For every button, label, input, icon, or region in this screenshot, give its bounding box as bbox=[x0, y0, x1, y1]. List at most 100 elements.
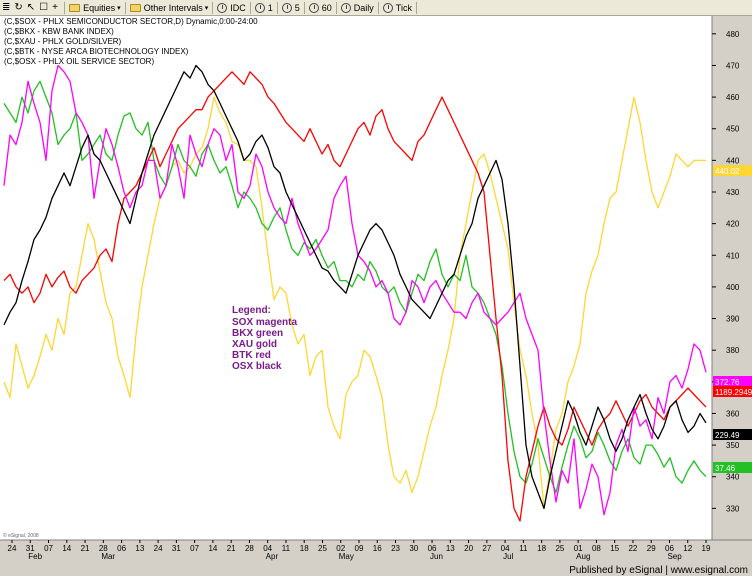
time-tick-label: 12 bbox=[683, 544, 692, 553]
month-label: Sep bbox=[667, 552, 682, 561]
interval-daily[interactable]: Daily bbox=[339, 1, 376, 15]
price-tick-label: 460 bbox=[726, 93, 740, 102]
caret-down-icon: ▾ bbox=[204, 4, 209, 12]
time-tick-label: 18 bbox=[537, 544, 546, 553]
time-tick-label: 02 bbox=[336, 544, 345, 553]
annotation-line: BTK red bbox=[232, 350, 271, 361]
price-tick-label: 350 bbox=[726, 441, 740, 450]
checkbox-icon[interactable]: ☐ bbox=[39, 1, 49, 13]
header-legend-line: (C,$OSX - PHLX OIL SERVICE SECTOR) bbox=[4, 57, 154, 66]
time-tick-label: 24 bbox=[8, 544, 17, 553]
toolbar-separator bbox=[249, 1, 251, 14]
price-tick-label: 410 bbox=[726, 251, 740, 260]
price-tick-label: 400 bbox=[726, 283, 740, 292]
time-tick-label: 20 bbox=[464, 544, 473, 553]
time-tick-label: 28 bbox=[245, 544, 254, 553]
clock-icon bbox=[254, 2, 265, 13]
interval-5[interactable]: 5 bbox=[280, 1, 302, 15]
toolbar-separator bbox=[303, 1, 305, 14]
annotation-title: Legend: bbox=[232, 305, 271, 316]
time-tick-label: 14 bbox=[208, 544, 217, 553]
time-tick-label: 31 bbox=[172, 544, 181, 553]
interval-5-label: 5 bbox=[294, 2, 300, 13]
price-tick-label: 360 bbox=[726, 409, 740, 418]
time-tick-label: 19 bbox=[702, 544, 711, 553]
clock-icon bbox=[382, 2, 393, 13]
folder-icon bbox=[69, 3, 81, 12]
chart-area: 4804704604504404304204104003903803703603… bbox=[0, 16, 752, 576]
time-tick-label: 23 bbox=[391, 544, 400, 553]
time-tick-label: 11 bbox=[282, 544, 291, 553]
time-tick-label: 15 bbox=[610, 544, 619, 553]
toolbar-separator bbox=[415, 1, 417, 14]
interval-60-label: 60 bbox=[321, 2, 332, 13]
time-tick-label: 22 bbox=[628, 544, 637, 553]
series-line-bkx bbox=[3, 80, 707, 494]
sync-icon[interactable]: ↻ bbox=[14, 1, 23, 13]
series-line-xau bbox=[3, 96, 706, 510]
time-tick-label: 21 bbox=[81, 544, 90, 553]
time-tick-label: 04 bbox=[263, 544, 272, 553]
price-tick-label: 390 bbox=[726, 315, 740, 324]
time-tick-label: 07 bbox=[190, 544, 199, 553]
equities-menu-label: Equities bbox=[83, 2, 116, 13]
interval-idc[interactable]: IDC bbox=[215, 1, 248, 15]
time-tick-label: 11 bbox=[519, 544, 528, 553]
time-tick-label: 25 bbox=[318, 544, 327, 553]
folder-icon bbox=[129, 3, 141, 12]
crosshair-icon[interactable]: + bbox=[52, 1, 58, 13]
time-tick-label: 21 bbox=[227, 544, 236, 553]
interval-tick-label: Tick bbox=[395, 2, 412, 13]
clock-icon bbox=[217, 2, 228, 13]
series-line-sox bbox=[3, 64, 707, 516]
price-tag-sox bbox=[713, 376, 752, 387]
annotation-line: XAU gold bbox=[232, 339, 277, 350]
toolbar-separator bbox=[212, 1, 214, 14]
time-tick-label: 14 bbox=[62, 544, 71, 553]
toolbar: ≣ ↻ ↖ ☐ + Equities ▾ Other Intervals ▾ IDC 1 5 60 Dai… bbox=[0, 0, 752, 16]
time-tick-label: 13 bbox=[135, 544, 144, 553]
interval-tick[interactable]: Tick bbox=[381, 1, 414, 15]
price-tag-btk bbox=[713, 386, 752, 397]
interval-1[interactable]: 1 bbox=[253, 1, 275, 15]
time-tick-label: 30 bbox=[409, 544, 418, 553]
time-tick-label: 28 bbox=[99, 544, 108, 553]
price-tick-label: 340 bbox=[726, 473, 740, 482]
toolbar-separator bbox=[124, 1, 126, 14]
toolbar-separator bbox=[276, 1, 278, 14]
toolbar-separator bbox=[377, 1, 379, 14]
time-tick-label: 06 bbox=[428, 544, 437, 553]
price-tag-xau bbox=[713, 165, 752, 176]
time-tick-label: 04 bbox=[501, 544, 510, 553]
annotation-line: SOX magenta bbox=[232, 317, 297, 328]
price-tick-label: 480 bbox=[726, 30, 740, 39]
price-tick-label: 420 bbox=[726, 220, 740, 229]
price-tag-osx bbox=[713, 429, 752, 440]
time-tick-label: 08 bbox=[592, 544, 601, 553]
price-tick-label: 440 bbox=[726, 156, 740, 165]
time-tick-label: 25 bbox=[555, 544, 564, 553]
equities-menu[interactable]: Equities ▾ bbox=[67, 1, 123, 15]
cursor-icon[interactable]: ↖ bbox=[26, 1, 36, 13]
toolbar-separator bbox=[335, 1, 337, 14]
annotation-line: BKX green bbox=[232, 328, 283, 339]
price-tick-label: 470 bbox=[726, 61, 740, 70]
annotation-line: OSX black bbox=[232, 361, 282, 372]
header-legend-line: (C,$BTK - NYSE ARCA BIOTECHNOLOGY INDEX) bbox=[4, 47, 189, 56]
interval-60[interactable]: 60 bbox=[307, 1, 334, 15]
month-label: Apr bbox=[266, 552, 279, 561]
clock-icon bbox=[340, 2, 351, 13]
time-tick-label: 09 bbox=[355, 544, 364, 553]
interval-daily-label: Daily bbox=[353, 2, 374, 13]
copyright-text: © eSignal, 2008 bbox=[3, 532, 39, 539]
toolbar-separator bbox=[64, 1, 66, 14]
time-axis-panel bbox=[0, 540, 752, 558]
price-tag-label: 37.46 bbox=[715, 464, 736, 473]
chart-type-icon[interactable]: ≣ bbox=[2, 1, 11, 13]
price-tick-label: 330 bbox=[726, 504, 740, 513]
interval-idc-label: IDC bbox=[230, 2, 246, 13]
header-legend-line: (C,$SOX - PHLX SEMICONDUCTOR SECTOR,D) D… bbox=[4, 17, 258, 26]
other-intervals-menu[interactable]: Other Intervals ▾ bbox=[128, 1, 211, 15]
footer-panel bbox=[0, 558, 752, 576]
month-label: May bbox=[339, 552, 354, 561]
